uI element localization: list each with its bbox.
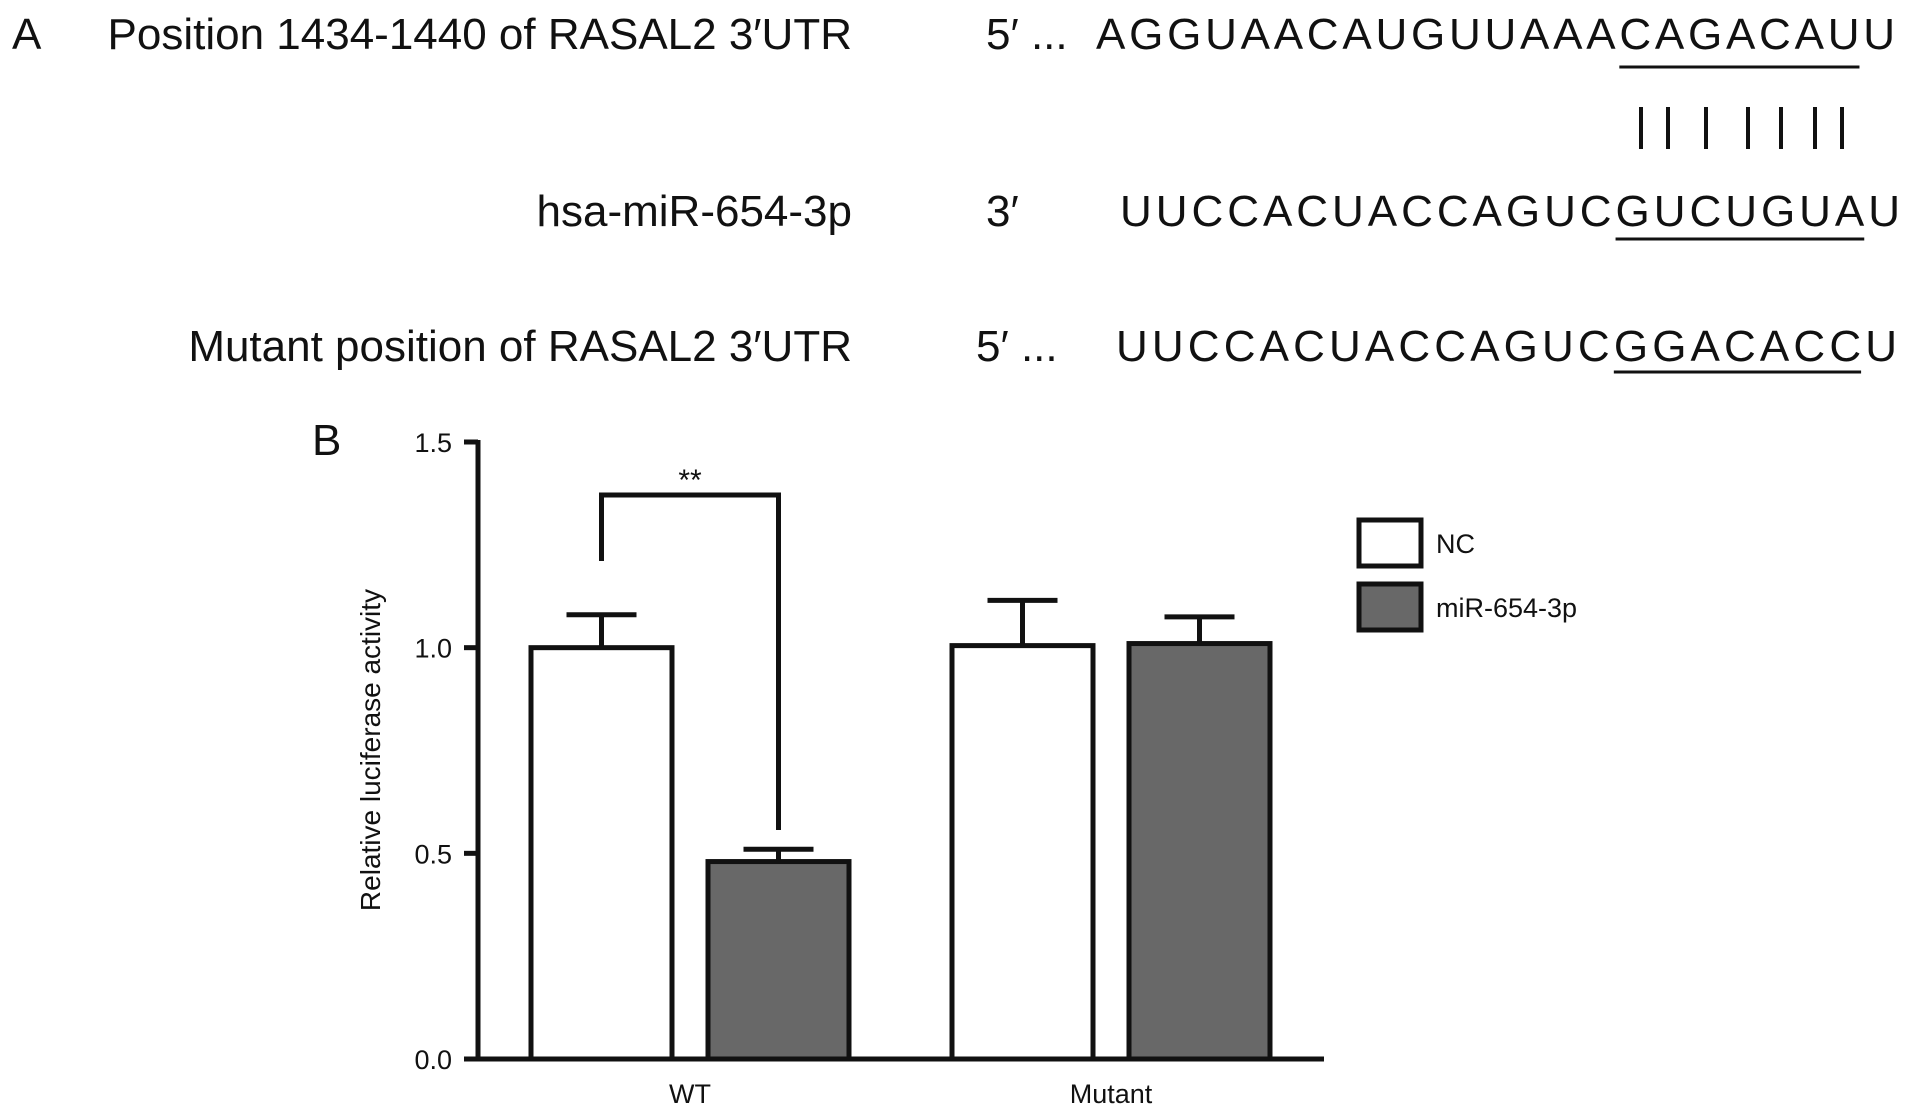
bar (949, 643, 1096, 1062)
seq-part: AGGUAACAUGUUAAA (1096, 10, 1616, 59)
bar (705, 859, 852, 1062)
error-bar (566, 612, 637, 648)
y-tick-label: 0.0 (414, 1045, 452, 1075)
seq-match: GGACACC (1614, 322, 1861, 371)
y-tick-label: 1.0 (414, 634, 452, 664)
prime-end: 5′ ... (976, 322, 1058, 371)
prime-end: 5′ ... (986, 10, 1068, 59)
annotation: ** (678, 464, 702, 497)
seq-part: U (1865, 322, 1897, 371)
row-label: Position 1434-1440 of RASAL2 3′UTR (108, 10, 852, 59)
legend-swatch (1356, 517, 1424, 569)
sequence: UUCCACUACCAGUCGUCUGUAU (1120, 187, 1900, 236)
bar (528, 645, 675, 1062)
seq-part: U (1868, 187, 1900, 236)
panel-label: A (12, 10, 42, 59)
seq-part: U (1863, 10, 1895, 59)
legend-swatch (1356, 581, 1424, 633)
x-tick-label: WT (669, 1079, 711, 1109)
y-axis-label: Relative luciferase activity (355, 589, 386, 911)
legend-label: NC (1436, 529, 1475, 559)
prime-end: 3′ (986, 187, 1019, 236)
y-tick-label: 1.5 (414, 428, 452, 458)
seq-match: GUCUGUA (1616, 187, 1865, 236)
bar (1126, 641, 1273, 1062)
seq-part: UUCCACUACCAGUC (1116, 322, 1610, 371)
legend-label: miR-654-3p (1436, 593, 1577, 623)
row-label: Mutant position of RASAL2 3′UTR (188, 322, 852, 371)
x-tick-label: Mutant (1070, 1079, 1153, 1109)
seq-match: CAGACAU (1619, 10, 1859, 59)
seq-part: UUCCACUACCAGUC (1120, 187, 1612, 236)
error-bar (1164, 614, 1235, 644)
significance-bracket (599, 492, 781, 830)
row-label: hsa-miR-654-3p (537, 187, 852, 236)
sequence: UUCCACUACCAGUCGGACACCU (1116, 322, 1897, 371)
error-bar (987, 597, 1058, 646)
sequence: AGGUAACAUGUUAAACAGACAUU (1096, 10, 1895, 59)
y-tick-label: 0.5 (414, 839, 452, 869)
panel-label: B (312, 416, 341, 465)
pairing-lines (1639, 107, 1844, 149)
